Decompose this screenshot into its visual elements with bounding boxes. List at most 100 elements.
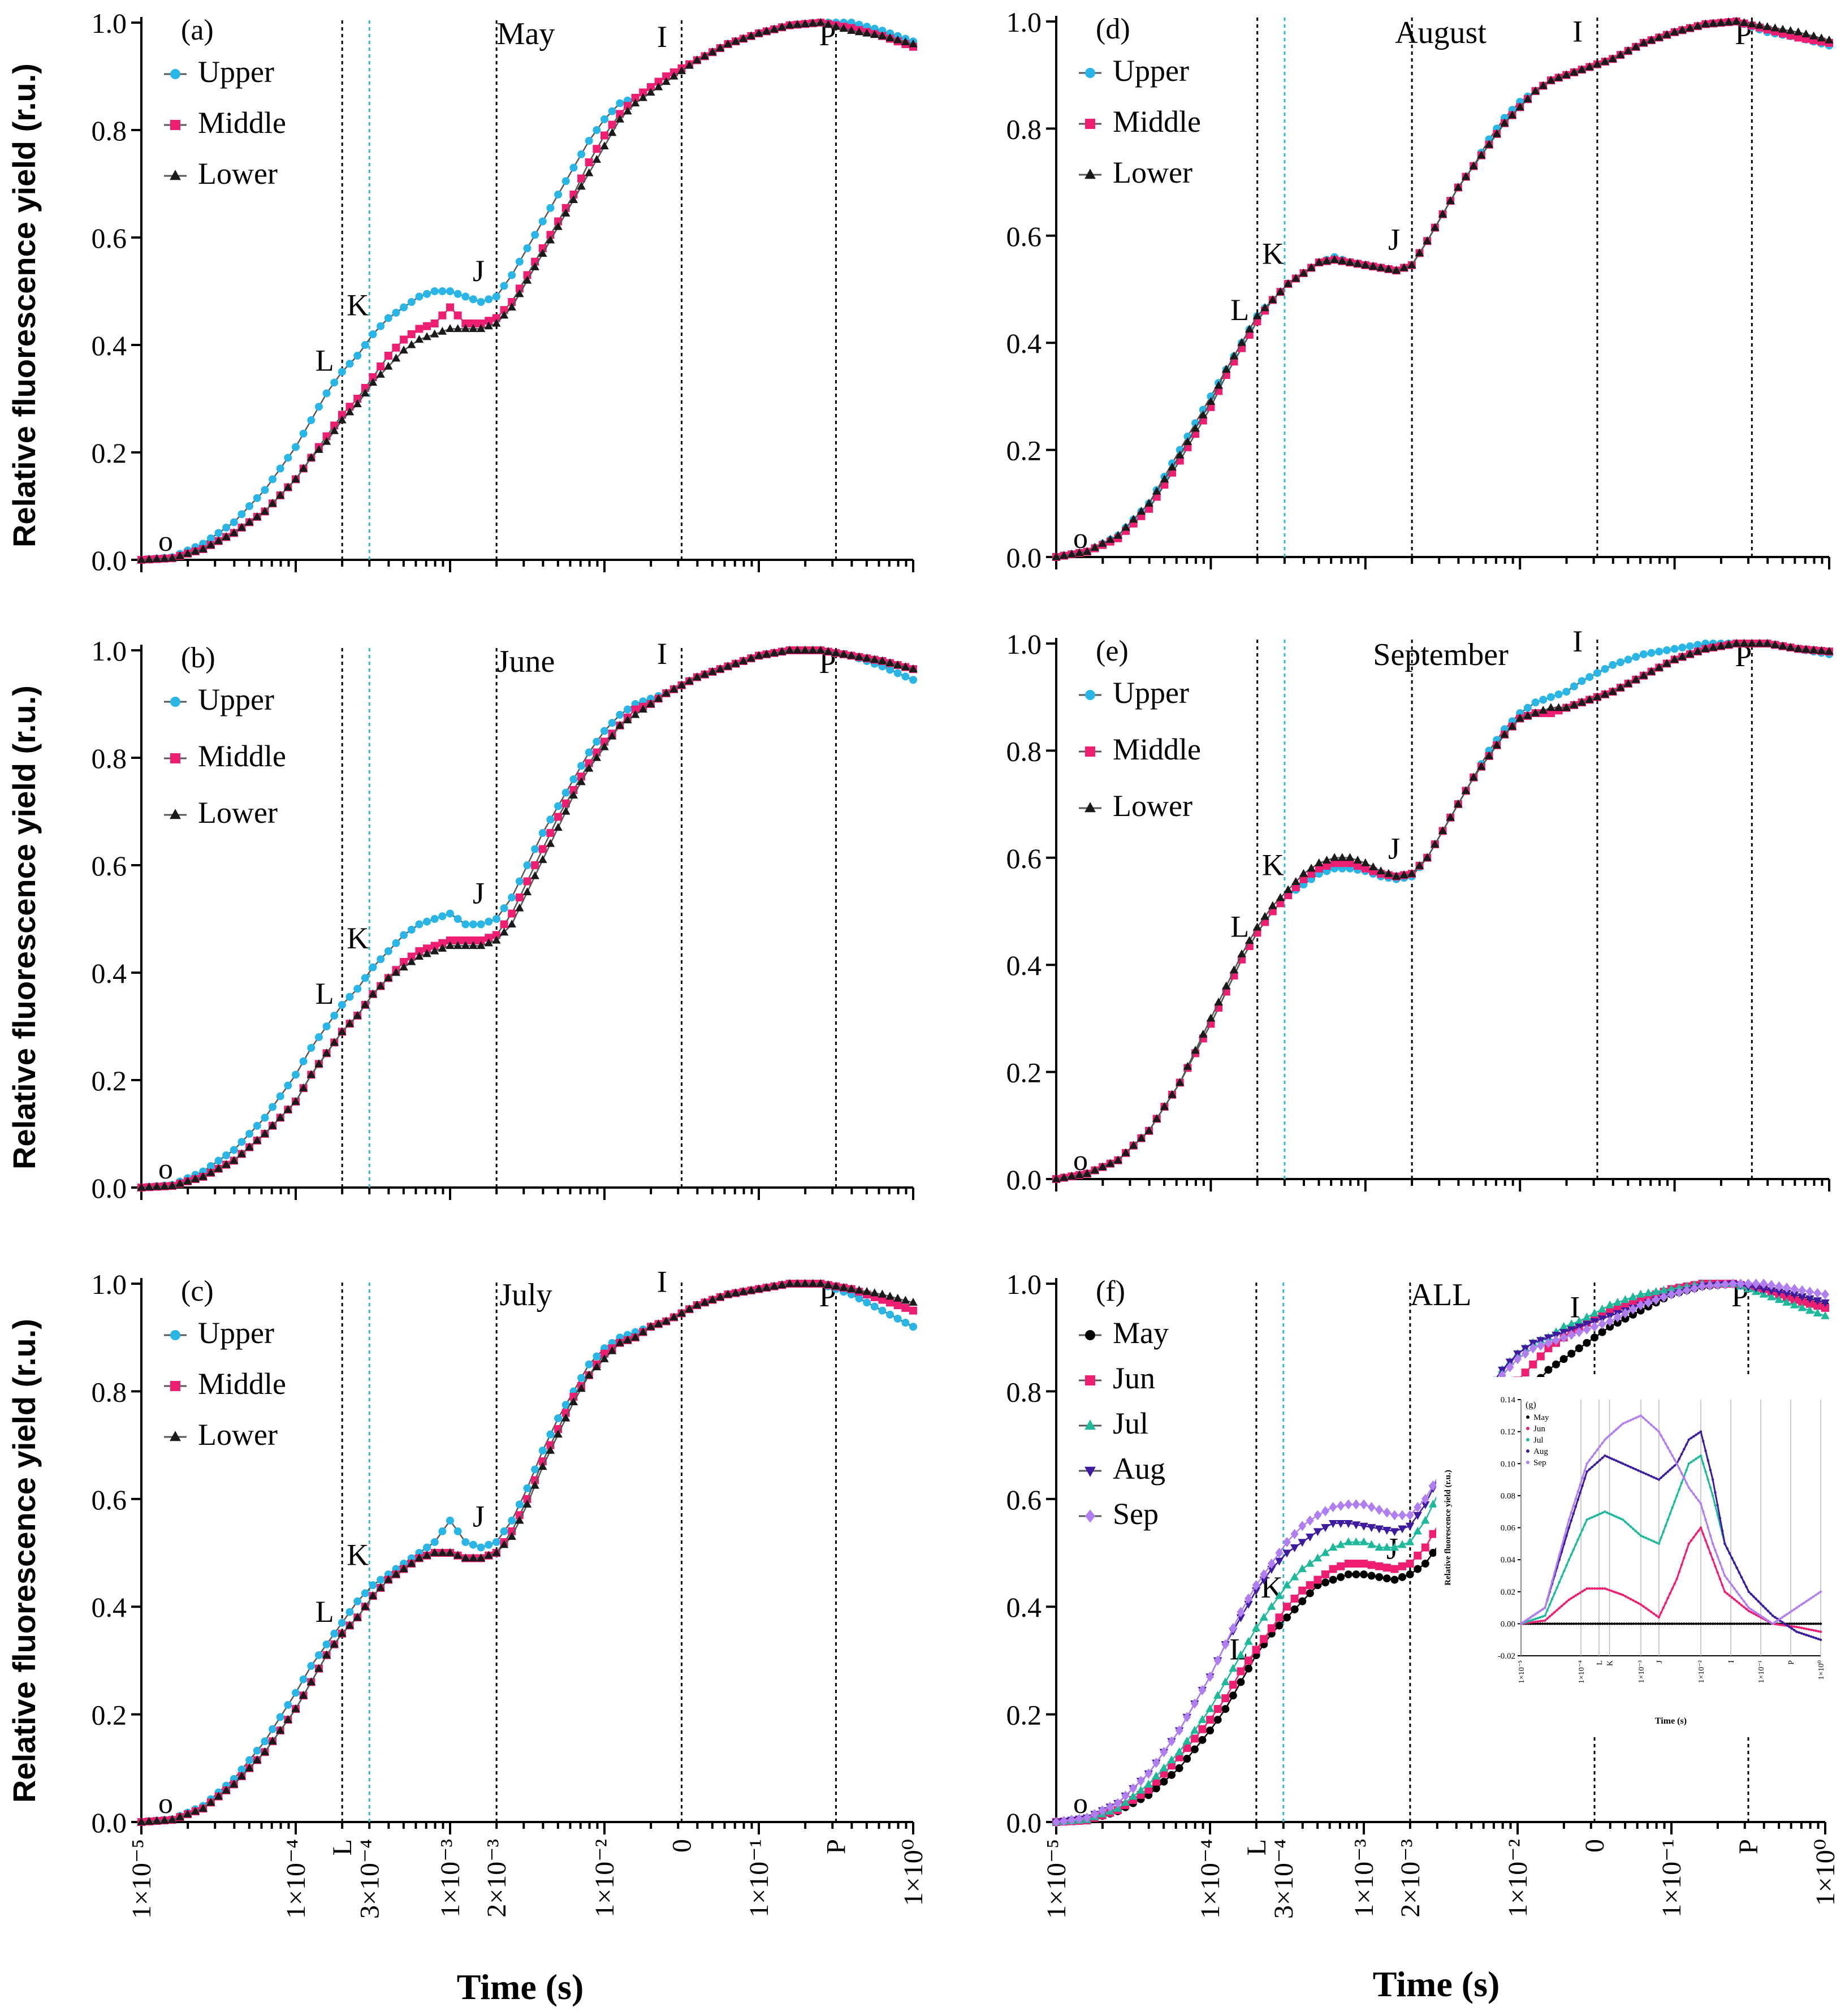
- inset-data-point: [1687, 1486, 1690, 1489]
- inset-data-point: [1558, 1622, 1561, 1625]
- inset-data-point: [1817, 1592, 1820, 1595]
- data-point: [1446, 196, 1455, 204]
- inset-data-point: [1567, 1558, 1570, 1561]
- data-point: [1629, 1310, 1637, 1319]
- phase-label-i: I: [657, 20, 667, 54]
- data-point: [531, 845, 539, 853]
- x-tick-label: P: [822, 1839, 852, 1854]
- data-point: [585, 763, 594, 772]
- inset-data-point: [1718, 1517, 1722, 1519]
- inset-data-point: [1666, 1446, 1669, 1449]
- data-point: [1454, 183, 1463, 191]
- data-point: [1290, 1605, 1299, 1613]
- data-point: [1585, 695, 1594, 703]
- data-point: [377, 322, 385, 330]
- data-point: [785, 20, 794, 29]
- data-point: [1608, 687, 1617, 695]
- data-point: [793, 1279, 802, 1287]
- data-point: [1382, 1507, 1391, 1518]
- data-point: [1767, 1287, 1776, 1296]
- data-point: [515, 903, 524, 912]
- data-point: [801, 645, 810, 654]
- data-point: [1174, 1747, 1184, 1755]
- inset-data-point: [1675, 1494, 1678, 1497]
- inset-data-point: [1610, 1590, 1613, 1592]
- data-point: [531, 861, 539, 869]
- data-point: [461, 1538, 470, 1546]
- data-point: [1536, 1340, 1545, 1351]
- data-point: [1336, 1540, 1345, 1548]
- data-point: [1794, 644, 1803, 653]
- data-point: [1345, 853, 1355, 861]
- data-point: [469, 320, 477, 327]
- data-point: [669, 684, 679, 693]
- inset-data-point: [1798, 1605, 1801, 1608]
- data-point: [530, 262, 539, 270]
- inset-data-point: [1673, 1582, 1676, 1585]
- data-point: [1075, 1170, 1084, 1178]
- data-point: [608, 719, 616, 727]
- x-axis-label-right: Time (s): [1373, 1964, 1500, 2004]
- inset-data-point: [1814, 1629, 1817, 1633]
- inset-data-point: [1598, 1587, 1601, 1590]
- inset-data-point: [1593, 1515, 1596, 1518]
- inset-data-point: [1544, 1606, 1546, 1609]
- data-point: [538, 845, 547, 853]
- panel-tag: (b): [181, 642, 215, 674]
- data-point: [484, 1551, 493, 1559]
- data-point: [785, 1279, 794, 1287]
- data-point: [353, 1011, 362, 1019]
- inset-legend-label-jun: Jun: [1533, 1424, 1545, 1434]
- data-point: [515, 1516, 524, 1524]
- series-lower: [1052, 16, 1834, 560]
- y-tick-label: 0.2: [92, 437, 127, 469]
- inset-data-point: [1704, 1449, 1707, 1452]
- inset-data-point: [1690, 1436, 1693, 1440]
- inset-data-point: [1588, 1517, 1591, 1520]
- data-point: [500, 920, 508, 929]
- series-upper: [1052, 640, 1833, 1183]
- data-point: [1521, 1369, 1529, 1377]
- inset-data-point: [1622, 1422, 1624, 1425]
- legend-marker-upper: [170, 1330, 180, 1340]
- inset-data-point: [1690, 1490, 1693, 1492]
- phase-label-l: L: [1230, 910, 1249, 944]
- data-point: [1813, 1308, 1822, 1316]
- data-point: [770, 648, 779, 657]
- data-point: [469, 1540, 477, 1549]
- data-point: [345, 1608, 354, 1616]
- data-point: [1175, 1725, 1183, 1736]
- data-point: [1259, 1612, 1268, 1621]
- data-point: [1198, 1685, 1207, 1695]
- inset-data-point: [1709, 1622, 1712, 1625]
- data-point: [384, 947, 392, 955]
- data-point: [1282, 1580, 1291, 1588]
- data-point: [862, 1287, 871, 1295]
- data-point: [677, 1308, 686, 1316]
- data-point: [237, 1765, 246, 1774]
- data-point: [1567, 1329, 1576, 1340]
- inset-x-tick-label: L: [1596, 1660, 1604, 1665]
- data-point: [693, 672, 702, 681]
- data-point: [1291, 877, 1300, 886]
- data-point: [1598, 1319, 1606, 1329]
- data-point: [276, 1092, 284, 1100]
- inset-data-point: [1712, 1478, 1714, 1481]
- data-point: [1353, 259, 1362, 267]
- data-point: [1632, 653, 1640, 661]
- inset-data-point: [1795, 1606, 1798, 1609]
- data-point: [1367, 1501, 1376, 1513]
- data-point: [507, 303, 516, 311]
- series-line: [141, 1283, 914, 1823]
- data-point: [863, 1298, 871, 1307]
- data-point: [1338, 256, 1347, 265]
- inset-data-point: [1747, 1590, 1750, 1593]
- inset-data-point: [1690, 1622, 1693, 1625]
- inset-data-point: [1803, 1622, 1805, 1625]
- data-point: [1221, 1677, 1230, 1686]
- data-point: [1213, 1716, 1222, 1724]
- data-point: [453, 1527, 462, 1535]
- inset-data-point: [1588, 1587, 1591, 1590]
- inset-data-point: [1714, 1504, 1717, 1507]
- data-point: [1636, 1306, 1645, 1315]
